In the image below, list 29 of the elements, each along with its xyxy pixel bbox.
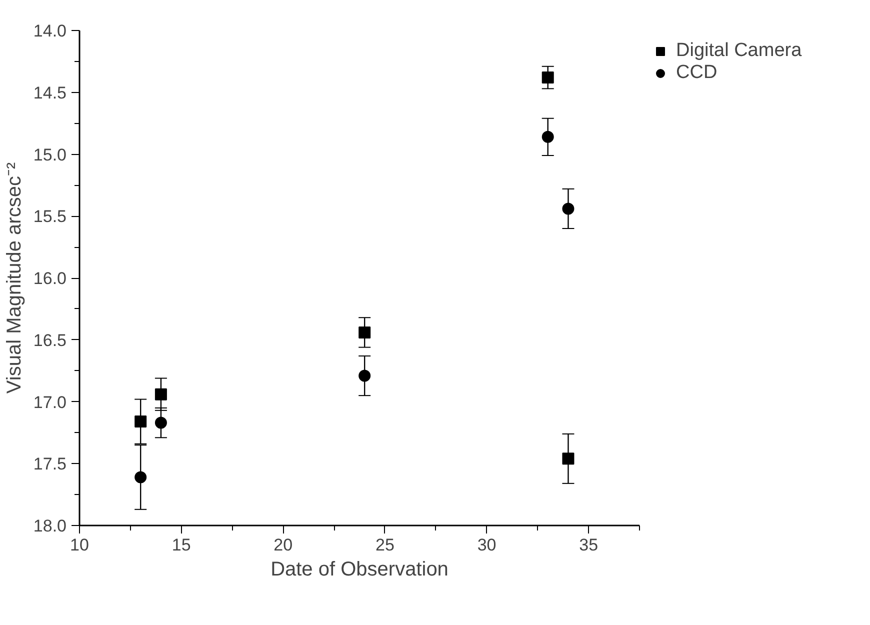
point bbox=[154, 388, 167, 400]
legend-label: Digital Camera bbox=[676, 40, 802, 62]
point bbox=[154, 416, 167, 429]
y-tick-label: 15.5 bbox=[33, 207, 67, 226]
point bbox=[134, 471, 147, 484]
point bbox=[542, 130, 554, 143]
x-tick-label: 30 bbox=[477, 536, 496, 554]
y-tick-label: 17.5 bbox=[33, 454, 67, 474]
point bbox=[562, 452, 574, 465]
y-tick-label: 16.5 bbox=[33, 330, 67, 350]
x-tick-label: 15 bbox=[172, 536, 191, 554]
y-tick-label: 18.0 bbox=[33, 516, 67, 536]
x-tick-label: 25 bbox=[376, 536, 394, 554]
point bbox=[134, 416, 147, 428]
y-tick-label: 16.0 bbox=[33, 269, 67, 288]
x-tick-label: 35 bbox=[579, 536, 598, 554]
y-tick-label: 15.0 bbox=[33, 145, 67, 164]
y-tick-label: 17.0 bbox=[33, 392, 67, 412]
point bbox=[562, 202, 574, 215]
x-tick-label: 20 bbox=[274, 536, 293, 554]
y-axis-title: Visual Magnitude arcsec⁻² bbox=[3, 162, 26, 394]
y-tick-label: 14.5 bbox=[33, 83, 67, 102]
point bbox=[358, 326, 371, 338]
x-axis-title: Date of Observation bbox=[270, 558, 448, 580]
point bbox=[542, 72, 554, 84]
y-tick-label: 14.0 bbox=[33, 22, 67, 40]
point bbox=[358, 370, 371, 382]
legend-label: CCD bbox=[676, 62, 718, 84]
x-tick-label: 10 bbox=[70, 536, 89, 554]
